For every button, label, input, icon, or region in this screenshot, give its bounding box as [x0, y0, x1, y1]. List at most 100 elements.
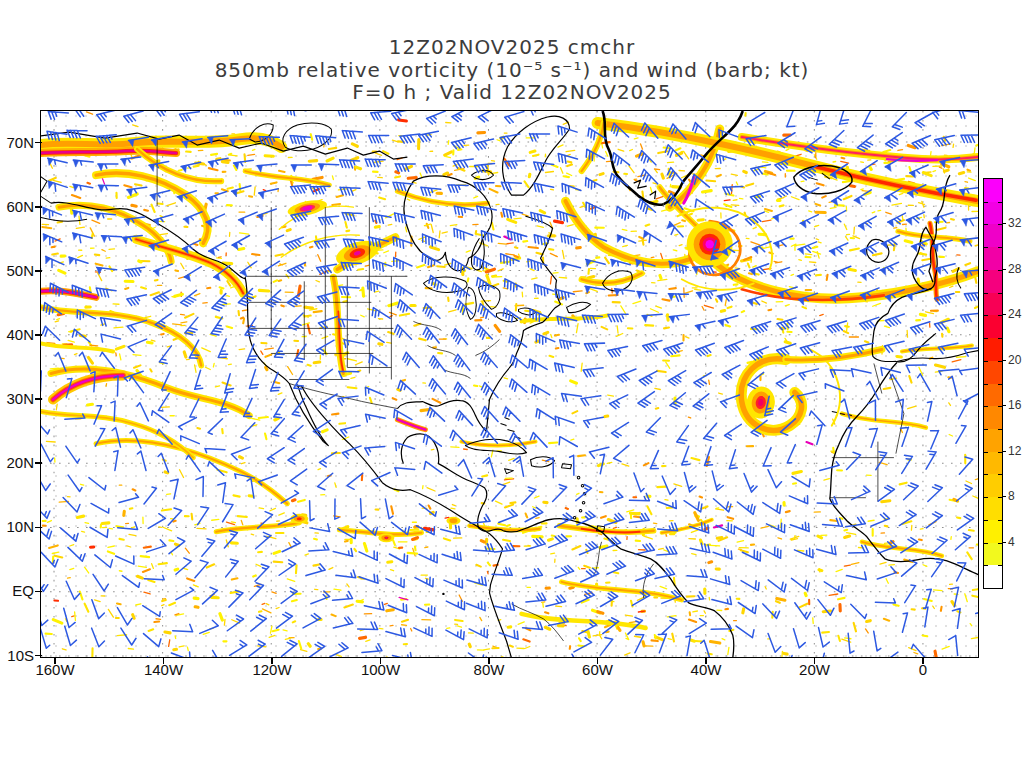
colorbar-segment [984, 293, 1002, 316]
coastline [51, 202, 328, 445]
lon-label: 140W [132, 661, 196, 678]
colorbar-notch [984, 429, 988, 430]
vorticity-filament [51, 369, 249, 415]
colorbar-tick [1002, 542, 1006, 543]
colorbar-label: 16 [1008, 398, 1024, 412]
colorbar-notch [984, 520, 988, 521]
lat-tick [35, 462, 42, 464]
lat-label: 70N [0, 134, 34, 151]
colorbar-notch [984, 338, 988, 339]
colorbar-notch [998, 429, 1002, 430]
colorbar-label: 4 [1008, 535, 1024, 549]
lon-label: 20W [783, 661, 847, 678]
colorbar-segment [984, 361, 1002, 384]
lat-label: 40N [0, 326, 34, 343]
lat-tick [35, 270, 42, 272]
vorticity-filament [397, 420, 425, 430]
colorbar-segment [984, 179, 1002, 202]
colorbar-notch [998, 497, 1002, 498]
colorbar-notch [984, 202, 988, 203]
colorbar [983, 178, 1003, 589]
coastline [500, 418, 520, 439]
colorbar-notch [998, 224, 1002, 225]
lat-label: 60N [0, 198, 34, 215]
colorbar-tick [1002, 314, 1006, 315]
colorbar-segment [984, 247, 1002, 270]
colorbar-segment [984, 202, 1002, 225]
colorbar-notch [998, 315, 1002, 316]
island [582, 501, 585, 504]
map-frame [40, 110, 979, 658]
colorbar-tick [1002, 269, 1006, 270]
lat-label: 30N [0, 390, 34, 407]
colorbar-label: 12 [1008, 444, 1024, 458]
island [577, 476, 580, 479]
lat-tick [35, 334, 42, 336]
colorbar-segment [984, 474, 1002, 497]
cyclone-core [706, 240, 714, 248]
island [573, 516, 576, 519]
lon-label: 100W [349, 661, 413, 678]
colorbar-label: 8 [1008, 489, 1024, 503]
coastline [562, 464, 572, 469]
colorbar-notch [984, 565, 988, 566]
political-border [475, 339, 499, 355]
colorbar-notch [998, 202, 1002, 203]
lat-tick [35, 398, 42, 400]
lat-tick [35, 206, 42, 208]
colorbar-segment [984, 565, 1002, 588]
island [579, 509, 582, 512]
plot-title: 12Z02NOV2025 cmchr [0, 35, 1024, 59]
colorbar-notch [984, 452, 988, 453]
colorbar-notch [998, 270, 1002, 271]
lat-tick [35, 591, 42, 593]
colorbar-notch [998, 293, 1002, 294]
lat-label: EQ [0, 582, 34, 599]
colorbar-segment [984, 520, 1002, 543]
coastline [567, 302, 591, 312]
political-border [443, 369, 470, 378]
vorticity-speckle [77, 137, 978, 646]
colorbar-label: 28 [1008, 262, 1024, 276]
colorbar-notch [984, 247, 988, 248]
vorticity-maximum [297, 517, 302, 520]
lon-label: 40W [674, 661, 738, 678]
colorbar-notch [984, 270, 988, 271]
colorbar-segment [984, 384, 1002, 407]
colorbar-notch [998, 565, 1002, 566]
colorbar-notch [998, 543, 1002, 544]
lat-label: 10N [0, 518, 34, 535]
colorbar-label: 20 [1008, 353, 1024, 367]
colorbar-notch [998, 361, 1002, 362]
colorbar-notch [998, 338, 1002, 339]
colorbar-segment [984, 497, 1002, 520]
colorbar-notch [998, 474, 1002, 475]
plot-subtitle: 850mb relative vorticity (10⁻⁵ s⁻¹) and … [0, 58, 1024, 82]
vorticity-filament [522, 614, 646, 628]
colorbar-notch [984, 474, 988, 475]
colorbar-label: 32 [1008, 216, 1024, 230]
lat-tick [35, 527, 42, 529]
colorbar-notch [998, 520, 1002, 521]
lat-tick [35, 142, 42, 144]
vorticity-maximum [449, 518, 457, 523]
lon-label: 0 [891, 661, 955, 678]
coastline [471, 238, 484, 270]
vorticity-filament [51, 369, 249, 415]
coastline [401, 434, 503, 531]
colorbar-label: 24 [1008, 307, 1024, 321]
lon-label: 160W [23, 661, 87, 678]
colorbar-notch [984, 224, 988, 225]
colorbar-tick [1002, 223, 1006, 224]
coastline [504, 469, 513, 474]
colorbar-segment [984, 452, 1002, 475]
colorbar-segment [984, 224, 1002, 247]
lon-label: 80W [457, 661, 521, 678]
lat-tick [35, 655, 42, 657]
map-canvas [41, 111, 978, 657]
vorticity-filament [41, 151, 176, 153]
colorbar-notch [984, 315, 988, 316]
vorticity-filament [41, 343, 113, 351]
colorbar-tick [1002, 360, 1006, 361]
colorbar-segment [984, 270, 1002, 293]
